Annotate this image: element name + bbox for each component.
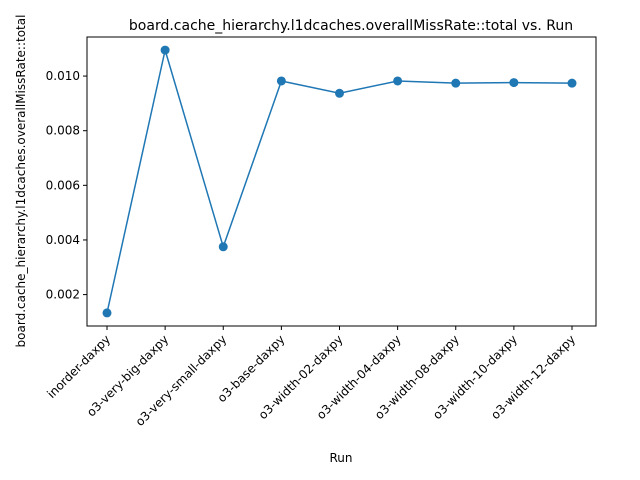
y-tick-label: 0.006 bbox=[46, 178, 80, 192]
y-tick-label: 0.002 bbox=[46, 288, 80, 302]
chart-title: board.cache_hierarchy.l1dcaches.overallM… bbox=[129, 18, 573, 34]
x-axis: inorder-daxpyo3-very-big-daxpyo3-very-sm… bbox=[44, 326, 578, 429]
data-point bbox=[335, 88, 344, 98]
x-axis-label: Run bbox=[329, 451, 352, 465]
data-point bbox=[451, 78, 461, 88]
data-point bbox=[567, 78, 577, 88]
data-point bbox=[393, 76, 403, 86]
data-point bbox=[218, 242, 228, 252]
y-tick-label: 0.004 bbox=[46, 233, 80, 247]
y-tick-label: 0.010 bbox=[46, 69, 80, 83]
y-axis: 0.002 0.004 0.006 0.008 0.010 bbox=[46, 69, 87, 302]
data-point bbox=[276, 76, 286, 86]
data-point bbox=[160, 45, 170, 55]
y-tick-label: 0.008 bbox=[46, 124, 80, 138]
data-point bbox=[509, 78, 519, 88]
data-point bbox=[102, 308, 112, 318]
plot-area bbox=[102, 45, 577, 318]
axes-frame bbox=[86, 36, 597, 327]
y-axis-label: board.cache_hierarchy.l1dcaches.overallM… bbox=[14, 15, 28, 348]
